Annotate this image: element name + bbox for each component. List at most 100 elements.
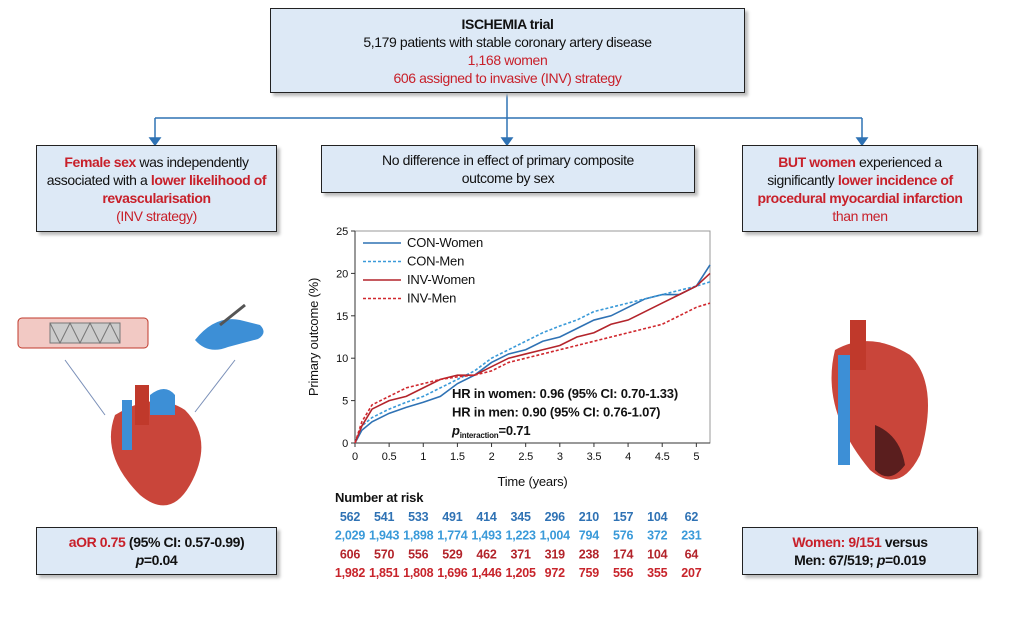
risk-count: 157	[613, 510, 634, 524]
risk-count: 794	[579, 529, 600, 543]
finding-text: No difference in effect of primary compo…	[382, 152, 634, 186]
right-finding-box: BUT women experienced a significantly lo…	[742, 145, 978, 232]
x-tick-label: 3.5	[587, 451, 602, 463]
risk-count: 462	[476, 547, 497, 561]
legend-label: CON-Men	[407, 254, 464, 269]
risk-count: 345	[511, 510, 532, 524]
text-segment: BUT women	[778, 153, 856, 170]
risk-count: 2,029	[335, 529, 366, 543]
risk-count: 972	[545, 566, 566, 580]
risk-count: 606	[340, 547, 361, 561]
text-segment: (INV strategy)	[116, 207, 197, 224]
x-tick-label: 2.5	[518, 451, 533, 463]
risk-count: 1,223	[506, 529, 537, 543]
p-value: =0.71	[498, 423, 530, 438]
series-line	[354, 281, 711, 444]
heart-right	[831, 320, 928, 480]
risk-count: 104	[647, 510, 668, 524]
hand-illustration	[195, 303, 264, 350]
y-tick-label: 5	[342, 396, 348, 408]
x-tick-label: 4.5	[655, 451, 670, 463]
risk-count: 238	[579, 547, 600, 561]
risk-count: 64	[685, 547, 699, 561]
risk-count: 556	[613, 566, 634, 580]
x-axis-label: Time (years)	[497, 474, 567, 489]
x-tick-label: 1.5	[450, 451, 465, 463]
trial-box: ISCHEMIA trial 5,179 patients with stabl…	[270, 8, 745, 93]
text-segment: =0.019	[885, 552, 926, 568]
text-segment: Men: 67/519;	[794, 552, 877, 568]
risk-count: 62	[685, 510, 699, 524]
series-line	[354, 272, 711, 444]
risk-count: 174	[613, 547, 634, 561]
risk-count: 1,943	[369, 529, 400, 543]
y-tick-label: 20	[336, 268, 348, 280]
arrows-to-heart	[64, 359, 236, 416]
p-subscript: interaction	[460, 431, 499, 440]
x-tick-label: 1	[420, 451, 426, 463]
x-tick-label: 2	[489, 451, 495, 463]
risk-count: 371	[511, 547, 532, 561]
risk-count: 1,205	[506, 566, 537, 580]
risk-count: 231	[681, 529, 702, 543]
risk-count: 414	[476, 510, 497, 524]
y-tick-label: 15	[336, 311, 348, 323]
risk-count: 529	[442, 547, 463, 561]
x-tick-label: 4	[625, 451, 631, 463]
risk-count: 104	[647, 547, 668, 561]
p-symbol: p	[451, 423, 460, 438]
left-result-box: aOR 0.75 (95% CI: 0.57-0.99) p=0.04	[36, 527, 277, 575]
series-line	[354, 302, 711, 444]
risk-count: 556	[408, 547, 429, 561]
text-segment: =0.04	[143, 552, 178, 568]
text-segment: p	[876, 552, 886, 568]
trial-title: ISCHEMIA trial	[461, 15, 554, 32]
x-tick-label: 0	[352, 451, 358, 463]
annotation: pinteraction=0.71	[451, 423, 530, 440]
text-segment: than men	[832, 207, 888, 224]
risk-count: 541	[374, 510, 395, 524]
text-segment: versus	[881, 534, 928, 550]
risk-count: 355	[647, 566, 668, 580]
stent-illustration	[17, 317, 149, 349]
risk-count: 759	[579, 566, 600, 580]
risk-count: 1,808	[403, 566, 434, 580]
risk-count: 562	[340, 510, 361, 524]
left-finding-box: Female sex was independently associated …	[36, 145, 277, 232]
text-segment: p	[135, 552, 145, 568]
heart-left	[110, 385, 202, 506]
text-segment: was independently associated with a	[46, 153, 249, 188]
text-segment: Female sex	[64, 153, 136, 170]
legend-label: INV-Women	[407, 272, 475, 287]
risk-count: 372	[647, 529, 668, 543]
connectors	[148, 93, 869, 147]
risk-count: 1,982	[335, 566, 366, 580]
right-result-box: Women: 9/151 versus Men: 67/519; p=0.019	[742, 527, 978, 575]
risk-count: 1,898	[403, 529, 434, 543]
text-segment: experienced a significantly	[767, 153, 942, 188]
y-axis-label: Primary outcome (%)	[306, 278, 321, 396]
risk-count: 296	[545, 510, 566, 524]
y-tick-label: 0	[342, 438, 348, 450]
x-tick-label: 0.5	[382, 451, 397, 463]
y-tick-label: 25	[336, 226, 348, 238]
risk-count: 576	[613, 529, 634, 543]
legend-label: CON-Women	[407, 235, 483, 250]
risk-count: 210	[579, 510, 600, 524]
annotation: HR in women: 0.96 (95% CI: 0.70-1.33)	[452, 386, 678, 401]
risk-count: 491	[442, 510, 463, 524]
text-segment: (95% CI: 0.57-0.99)	[125, 534, 245, 550]
risk-count: 570	[374, 547, 395, 561]
risk-count: 1,696	[437, 566, 468, 580]
trial-line: 5,179 patients with stable coronary arte…	[363, 33, 652, 50]
text-segment: lower incidence of procedural myocardial…	[757, 171, 963, 206]
legend-label: INV-Men	[407, 291, 456, 306]
risk-count: 207	[681, 566, 702, 580]
y-tick-label: 10	[336, 353, 348, 365]
risk-count: 1,493	[471, 529, 502, 543]
risk-count: 1,446	[471, 566, 502, 580]
x-tick-label: 5	[693, 451, 699, 463]
risk-count: 319	[545, 547, 566, 561]
risk-table-title: Number at risk	[335, 490, 424, 505]
